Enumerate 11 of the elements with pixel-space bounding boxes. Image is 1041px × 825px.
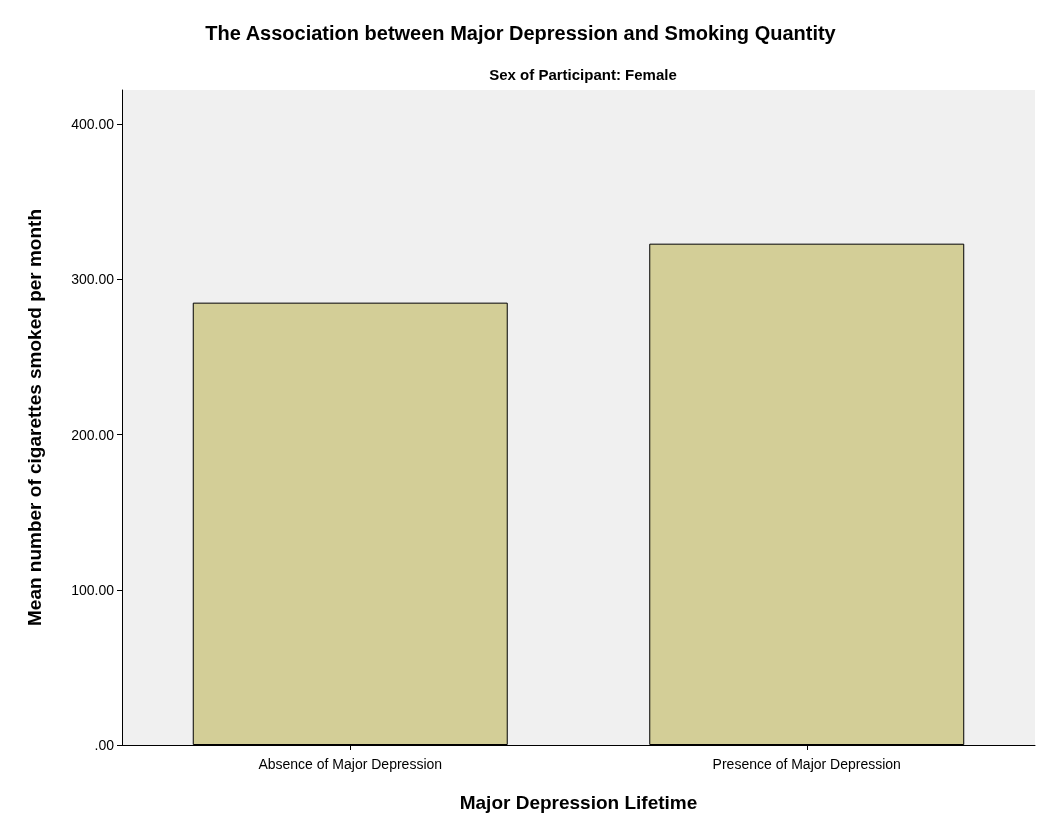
chart-subtitle: Sex of Participant: Female	[489, 66, 677, 83]
y-tick-label: 300.00	[71, 271, 115, 288]
chart-title: The Association between Major Depression and Smoking Quantity	[205, 22, 837, 44]
x-tick-label: Presence of Major Depression	[712, 756, 901, 772]
y-tick-label: 100.00	[71, 581, 115, 598]
y-tick-label: 400.00	[71, 116, 115, 133]
x-tick-label: Absence of Major Depression	[258, 756, 443, 772]
y-tick-label: 200.00	[71, 426, 115, 443]
y-tick-label: .00	[94, 737, 115, 753]
y-axis-title: Mean number of cigarettes smoked per month	[24, 208, 45, 627]
x-axis-title: Major Depression Lifetime	[459, 792, 698, 813]
